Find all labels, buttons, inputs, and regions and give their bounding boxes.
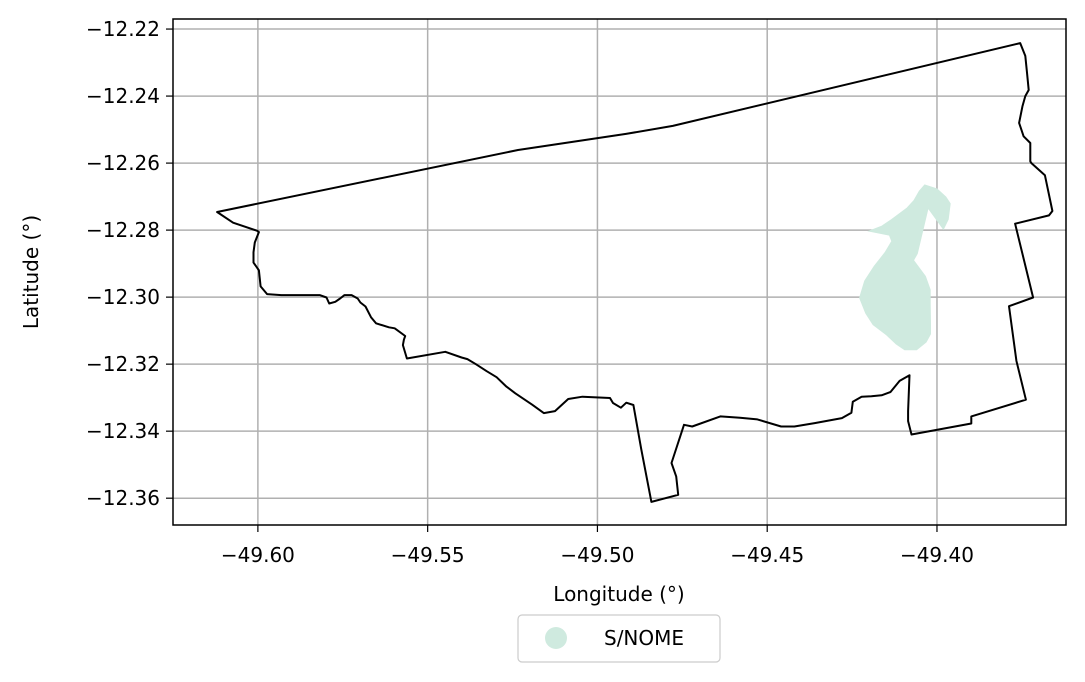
x-tick-label: −49.45 xyxy=(730,543,804,567)
x-tick-label: −49.50 xyxy=(560,543,634,567)
legend-marker-snome xyxy=(545,627,567,649)
x-tick-label: −49.55 xyxy=(391,543,465,567)
y-tick-label: −12.36 xyxy=(86,486,160,510)
plot-frame xyxy=(172,18,1067,526)
y-axis-ticks: −12.22 −12.24 −12.26 −12.28 −12.30 −12.32 −12.… xyxy=(86,17,173,510)
x-tick-label: −49.60 xyxy=(221,543,295,567)
boundary-polygon xyxy=(216,42,1054,503)
boundary-outline xyxy=(216,42,1054,503)
y-tick-label: −12.32 xyxy=(86,352,160,376)
x-axis-ticks: −49.60 −49.55 −49.50 −49.45 −49.40 xyxy=(221,525,974,567)
y-tick-label: −12.24 xyxy=(86,84,160,108)
x-axis-label: Longitude (°) xyxy=(553,582,684,606)
map-series xyxy=(859,184,951,351)
grid-lines xyxy=(173,19,1066,525)
y-tick-label: −12.22 xyxy=(86,17,160,41)
area-polygon-snome xyxy=(859,184,951,351)
legend-box xyxy=(517,614,721,663)
y-tick-label: −12.26 xyxy=(86,151,160,175)
legend: S/NOME xyxy=(517,614,721,663)
y-tick-label: −12.30 xyxy=(86,285,160,309)
legend-label-snome: S/NOME xyxy=(604,626,684,650)
y-tick-label: −12.28 xyxy=(86,218,160,242)
y-tick-label: −12.34 xyxy=(86,419,160,443)
x-tick-label: −49.40 xyxy=(900,543,974,567)
y-axis-label: Latitude (°) xyxy=(19,215,43,329)
